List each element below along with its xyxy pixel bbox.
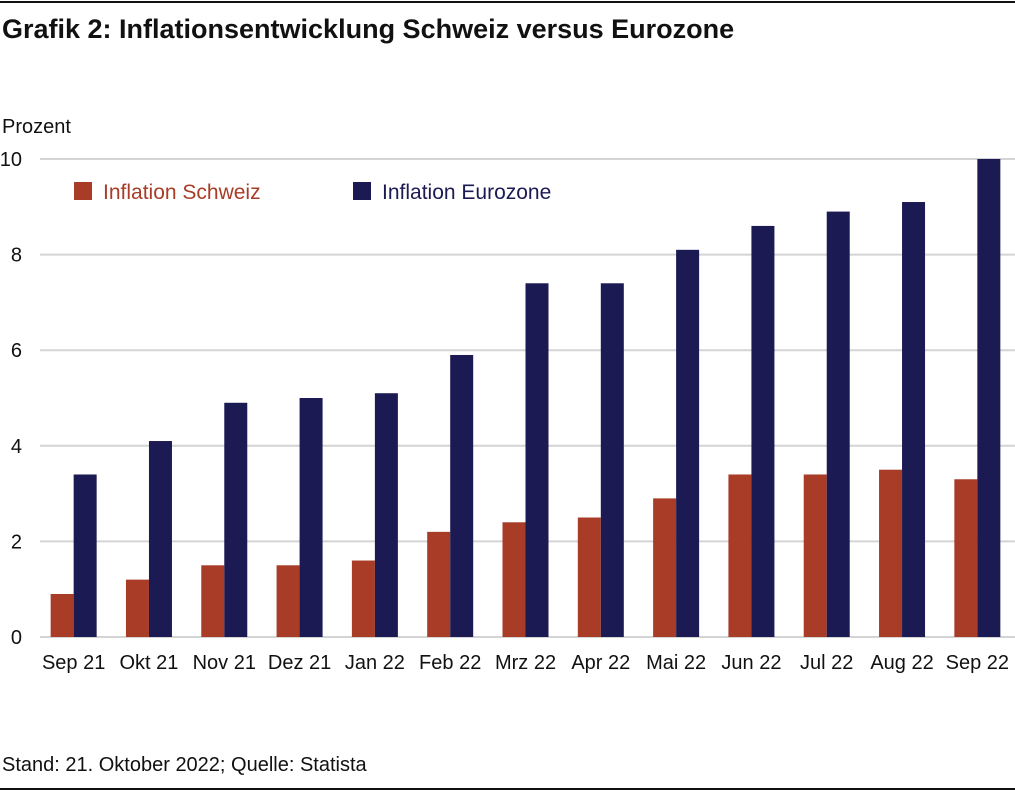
- x-tick-label: Aug 22: [870, 652, 933, 674]
- y-tick-label: 6: [11, 340, 22, 362]
- bar-eurozone: [525, 283, 549, 637]
- bar-eurozone: [299, 398, 323, 637]
- x-tick-label: Dez 21: [268, 652, 331, 674]
- bar-schweiz: [954, 479, 978, 637]
- x-tick-label: Sep 22: [946, 652, 1009, 674]
- bar-schweiz: [351, 560, 375, 637]
- legend-swatch: [74, 182, 92, 200]
- y-tick-label: 4: [11, 436, 22, 458]
- chart-title: Grafik 2: Inflationsentwicklung Schweiz …: [2, 14, 735, 44]
- x-tick-label: Jan 22: [345, 652, 405, 674]
- x-tick-label: Jun 22: [721, 652, 781, 674]
- legend-label: Inflation Eurozone: [382, 181, 551, 204]
- bar-schweiz: [803, 474, 827, 637]
- y-tick-label: 10: [0, 149, 22, 171]
- y-tick-label: 0: [11, 627, 22, 649]
- bar-eurozone: [374, 393, 398, 637]
- bar-schweiz: [502, 522, 526, 637]
- bar-eurozone: [977, 159, 1001, 637]
- x-tick-label: Mrz 22: [495, 652, 556, 674]
- legend-label: Inflation Schweiz: [103, 181, 261, 204]
- bar-eurozone: [826, 211, 850, 637]
- bar-schweiz: [577, 517, 601, 637]
- bar-schweiz: [125, 579, 149, 637]
- x-tick-label: Feb 22: [419, 652, 481, 674]
- top-rule: [0, 1, 1015, 3]
- bar-eurozone: [148, 441, 172, 637]
- bar-schweiz: [50, 593, 74, 637]
- y-tick-label: 2: [11, 531, 22, 553]
- bar-schweiz: [653, 498, 677, 637]
- legend-swatch: [353, 182, 371, 200]
- bar-eurozone: [902, 202, 926, 637]
- x-tick-label: Nov 21: [193, 652, 256, 674]
- x-tick-label: Okt 21: [120, 652, 179, 674]
- bar-schweiz: [276, 565, 300, 637]
- x-tick-label: Jul 22: [800, 652, 853, 674]
- x-tick-label: Mai 22: [646, 652, 706, 674]
- x-tick-label: Apr 22: [571, 652, 630, 674]
- bar-schweiz: [201, 565, 225, 637]
- bottom-rule: [0, 788, 1015, 790]
- bar-schweiz: [427, 531, 451, 637]
- bar-eurozone: [73, 474, 97, 637]
- y-axis-label: Prozent: [2, 116, 71, 138]
- x-tick-label: Sep 21: [42, 652, 105, 674]
- bar-eurozone: [450, 354, 474, 637]
- bar-schweiz: [728, 474, 752, 637]
- bar-eurozone: [751, 225, 775, 638]
- bar-schweiz: [879, 469, 903, 637]
- bar-eurozone: [600, 283, 624, 637]
- bar-eurozone: [224, 402, 248, 637]
- bar-eurozone: [676, 249, 700, 637]
- source-note: Stand: 21. Oktober 2022; Quelle: Statist…: [2, 754, 367, 776]
- y-tick-label: 8: [11, 245, 22, 267]
